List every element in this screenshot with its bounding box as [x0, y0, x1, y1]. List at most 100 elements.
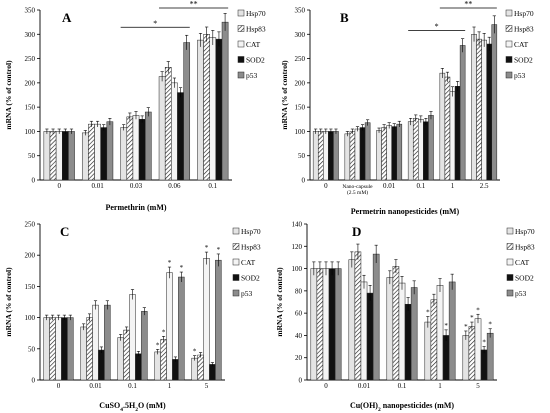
bar-p53	[68, 131, 75, 181]
significance-marker: **	[464, 0, 472, 9]
bar-hsp70	[312, 131, 319, 181]
bar-hsp70	[81, 132, 89, 181]
bar-sod2	[366, 292, 374, 381]
bar-hsp83	[412, 118, 419, 181]
bar-hsp70	[43, 317, 50, 381]
bar-hsp70	[120, 127, 128, 181]
x-axis-label: Permetrin nanopesticides (mM)	[351, 207, 460, 216]
legend-label-hsp70: Hsp70	[246, 9, 266, 18]
x-tick-label: 5	[476, 382, 480, 390]
chart-panel-b: 0 50 100 150 200 250 300 350 0 Nano-capsule (2.5 m…	[280, 0, 534, 216]
legend-label-p53: p53	[246, 71, 258, 80]
bar-cat	[418, 119, 424, 181]
bar-sod2	[423, 121, 429, 181]
legend-swatch-hsp70	[237, 9, 245, 17]
y-tick-label: 80	[295, 287, 303, 295]
y-tick-label: 200	[25, 79, 36, 87]
bar-hsp83	[49, 131, 57, 181]
y-axis-label: mRNA (% of control)	[275, 267, 284, 337]
legend-swatch-cat	[506, 258, 514, 266]
legend-swatch-p53	[505, 71, 513, 79]
significance-marker: *	[464, 323, 468, 331]
bar-hsp83	[164, 67, 172, 181]
legend-label-cat: CAT	[515, 258, 530, 267]
x-tick-label: 0	[324, 182, 328, 190]
legend-label-hsp70: Hsp70	[241, 227, 261, 236]
bar-hsp70	[43, 131, 51, 181]
chart-panel-a: 0 50 100 150 200 250 300 350 0 0.01 0.03 0.06 0.1 Per…	[4, 0, 266, 212]
bar-cat	[386, 125, 392, 181]
bar-sod2	[404, 303, 412, 381]
legend-swatch-hsp70	[505, 9, 513, 17]
bar-sod2	[486, 43, 493, 181]
legend-label-sod2: SOD2	[514, 56, 533, 65]
bar-cat	[55, 131, 63, 181]
y-tick-label: 150	[25, 104, 36, 112]
legend-label-hsp83: Hsp83	[514, 25, 534, 34]
bar-cat	[94, 123, 101, 181]
bar-cat	[171, 82, 178, 181]
y-tick-label: 300	[25, 31, 36, 39]
bar-cat	[55, 317, 62, 381]
bar-sod2	[138, 119, 146, 181]
y-tick-label: 0	[299, 377, 303, 385]
y-tick-label: 200	[295, 79, 306, 87]
x-tick-label: 0	[57, 182, 61, 190]
bar-hsp83	[88, 123, 95, 181]
bar-sod2	[215, 38, 223, 181]
chart-panel-c: 0 50 100 150 200 250 0 0.01 0.1 1 5 CuSO4.5H2O (mM)…	[4, 221, 261, 413]
x-tick-label: 0	[324, 382, 328, 390]
y-tick-label: 20	[295, 354, 303, 362]
bar-hsp70	[386, 277, 394, 381]
significance-marker: *	[217, 246, 221, 254]
bar-p53	[215, 259, 222, 381]
bar-sod2	[177, 92, 184, 181]
bar-hsp70	[117, 337, 124, 381]
legend-swatch-hsp83	[237, 25, 245, 32]
bar-cat	[398, 282, 406, 381]
y-tick-label: 0	[32, 377, 36, 385]
bar-p53	[221, 21, 229, 181]
significance-marker: *	[156, 341, 160, 349]
bar-hsp83	[476, 38, 482, 181]
legend-swatch-sod2	[237, 56, 245, 63]
bar-hsp70	[80, 326, 87, 381]
bar-cat	[203, 258, 210, 381]
legend-label-hsp70: Hsp70	[514, 9, 534, 18]
significance-marker: *	[162, 328, 166, 336]
x-tick-label: 1	[168, 382, 172, 390]
legend-swatch-cat	[232, 258, 240, 266]
y-axis-label: mRNA (% of control)	[280, 60, 289, 130]
significance-marker: *	[444, 322, 448, 330]
bar-hsp70	[407, 121, 414, 181]
y-tick-label: 50	[28, 345, 36, 353]
panel-label: D	[352, 224, 361, 239]
bar-sod2	[391, 126, 398, 181]
bar-hsp70	[191, 357, 198, 381]
y-axis-label: mRNA (% of control)	[4, 267, 13, 337]
bar-cat	[360, 281, 368, 381]
legend-label-hsp70: Hsp70	[515, 227, 535, 236]
bar-p53	[364, 122, 371, 181]
bar-p53	[448, 281, 456, 381]
y-tick-label: 60	[295, 310, 303, 318]
legend-label-p53: p53	[515, 289, 527, 298]
bar-hsp83	[381, 127, 387, 181]
significance-marker: *	[435, 22, 439, 31]
x-tick-label: 0.1	[398, 382, 407, 390]
bar-hsp83	[86, 317, 93, 381]
bar-sod2	[442, 335, 450, 381]
bar-hsp70	[376, 130, 382, 181]
chart-panel-d: 0 20 40 60 80 100 120 140 0 0.01 0.1 1 5 Cu(OH)2 nano…	[275, 221, 535, 413]
bar-cat	[132, 115, 140, 181]
bar-p53	[334, 268, 342, 381]
bar-p53	[67, 317, 74, 381]
bar-hsp70	[439, 72, 446, 181]
bar-hsp83	[317, 131, 324, 181]
bar-hsp83	[316, 268, 324, 381]
y-tick-label: 100	[292, 265, 303, 273]
bar-sod2	[98, 349, 105, 381]
y-tick-label: 150	[25, 283, 36, 291]
x-tick-label: 0	[57, 382, 61, 390]
legend-label-sod2: SOD2	[515, 274, 534, 283]
